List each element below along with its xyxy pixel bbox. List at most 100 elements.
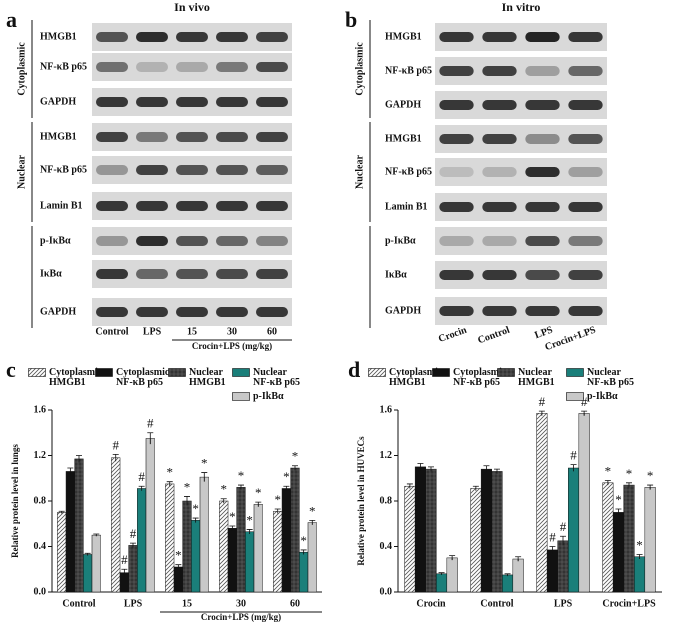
y-tick-label: 1.6 — [34, 404, 47, 415]
band — [525, 236, 560, 246]
y-tick-label: 1.6 — [380, 404, 393, 415]
significance-marker: * — [175, 548, 182, 563]
band — [96, 236, 128, 246]
legend-swatch — [368, 368, 386, 377]
significance-marker: * — [166, 465, 173, 480]
band — [439, 202, 474, 212]
significance-marker: # — [130, 526, 137, 541]
x-tick-label: 30 — [236, 598, 246, 609]
band — [256, 269, 288, 279]
legend-swatch-box — [232, 392, 250, 401]
band — [525, 270, 560, 280]
y-tick-label: 0.8 — [380, 495, 393, 506]
group-label: Nuclear — [354, 155, 365, 189]
bar — [57, 512, 67, 593]
row-label: IκBα — [40, 268, 62, 279]
legend-swatch — [95, 368, 113, 377]
legend-swatch — [566, 392, 584, 401]
lane-label: LPS — [143, 326, 162, 337]
legend-label: p-IkBα — [253, 391, 284, 402]
band — [96, 97, 128, 107]
row-label: Lamin B1 — [385, 201, 428, 212]
x-tick-label: LPS — [554, 598, 573, 609]
band — [216, 132, 248, 142]
y-axis-label: Relative protein level in lungs — [10, 444, 20, 558]
error-bar — [647, 484, 654, 490]
bar — [111, 457, 121, 593]
row-label: HMGB1 — [385, 133, 422, 144]
band — [568, 134, 603, 144]
error-bar — [615, 508, 622, 516]
band — [136, 62, 168, 72]
band — [176, 307, 208, 317]
error-bar — [417, 463, 424, 471]
legend-swatch — [28, 368, 46, 377]
error-bar — [538, 410, 545, 416]
bar — [436, 573, 448, 593]
row-label: p-IκBα — [385, 235, 416, 246]
bar — [74, 458, 84, 593]
bar — [273, 510, 283, 593]
legend-swatch-box — [95, 368, 113, 377]
band — [176, 165, 208, 175]
band — [525, 202, 560, 212]
band — [568, 100, 603, 110]
band — [176, 97, 208, 107]
error-bar — [636, 554, 643, 560]
significance-marker: # — [560, 519, 567, 534]
band — [439, 32, 474, 42]
significance-marker: # — [121, 552, 128, 567]
panel-label: b — [345, 7, 357, 32]
band — [176, 201, 208, 211]
y-axis-label: Relative protein level in HUVECs — [356, 436, 366, 566]
panel-title: In vivo — [174, 0, 210, 14]
legend-swatch-box — [432, 368, 450, 377]
band — [176, 32, 208, 42]
error-bar — [112, 453, 119, 462]
error-bar — [300, 549, 307, 555]
error-bar — [76, 455, 82, 463]
band — [256, 201, 288, 211]
band — [482, 100, 517, 110]
band — [136, 32, 168, 42]
band — [439, 236, 474, 246]
legend-swatch-box — [566, 392, 584, 401]
group-label: Cytoplasmic — [354, 42, 365, 96]
band — [525, 100, 560, 110]
error-bar — [604, 480, 611, 486]
band — [136, 269, 168, 279]
lane-label: Crocin — [437, 324, 469, 344]
significance-marker: * — [192, 501, 199, 516]
error-bar — [292, 465, 298, 471]
y-tick-label: 1.2 — [380, 450, 393, 461]
band — [256, 32, 288, 42]
legend-label: Cytoplasmic NF-κB p65 — [453, 367, 507, 388]
band — [256, 165, 288, 175]
bar — [425, 468, 437, 593]
row-label: HMGB1 — [385, 31, 422, 42]
error-bar — [283, 485, 290, 491]
y-tick-label: 0.4 — [34, 541, 47, 552]
legend-label: Cytoplasmic HMGB1 — [389, 367, 443, 388]
bar — [623, 484, 635, 593]
bar — [199, 476, 209, 593]
band — [482, 32, 517, 42]
band — [256, 62, 288, 72]
bar — [612, 512, 624, 593]
panel-label: a — [6, 7, 17, 32]
band — [256, 132, 288, 142]
legend-item: Cytoplasmic NF-κB p65 — [95, 368, 169, 388]
bar — [145, 438, 155, 593]
x-tick-label: Crocin — [416, 598, 446, 609]
bar — [480, 468, 492, 593]
legend-label: p-IkBα — [587, 391, 618, 402]
x-tick-label: 60 — [290, 598, 300, 609]
bar — [307, 522, 317, 593]
error-bar — [406, 483, 413, 489]
error-bar — [84, 552, 91, 556]
band — [216, 165, 248, 175]
significance-marker: * — [300, 533, 307, 548]
group-label: Nuclear — [16, 155, 27, 189]
bar — [137, 488, 147, 593]
